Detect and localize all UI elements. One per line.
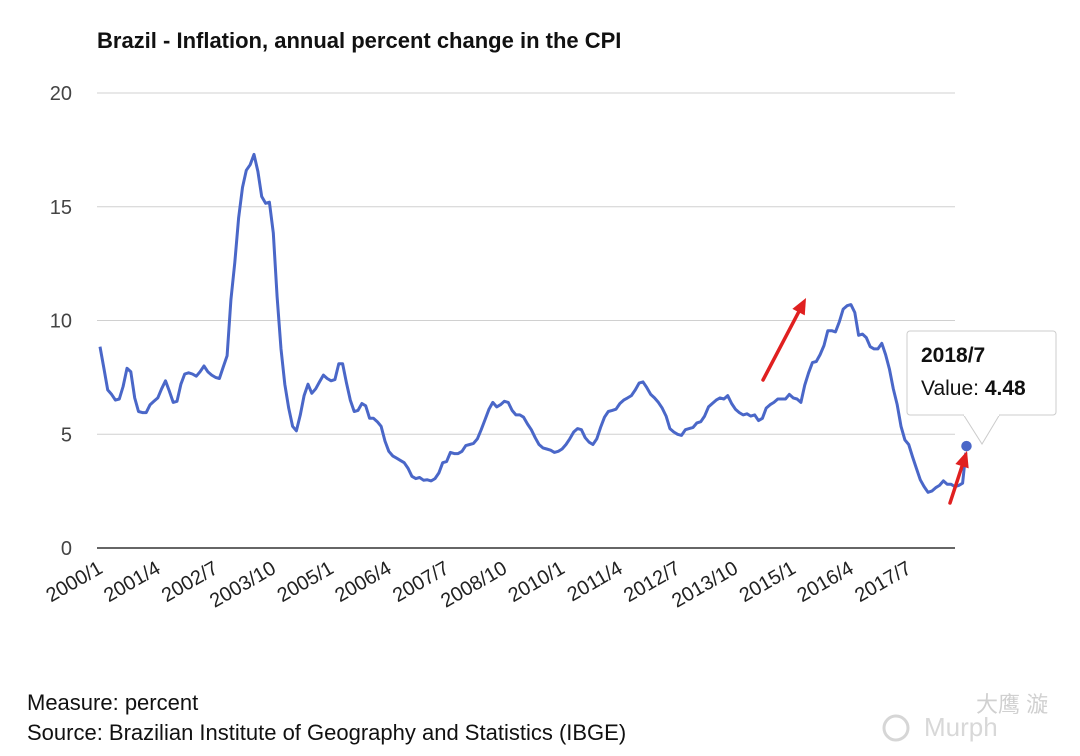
x-tick-label: 2015/1 (736, 557, 800, 607)
watermark-chars: 大鹰 漩 (976, 692, 1048, 717)
series-layer (98, 152, 974, 494)
red-arrow-2018 (948, 451, 969, 505)
series-line (98, 152, 968, 494)
chart-footer: Measure: percent Source: Brazilian Insti… (27, 688, 626, 748)
tooltip: 2018/7 Value: 4.48 (906, 330, 1057, 445)
measure-note: Measure: percent (27, 690, 199, 715)
watermark: Murph 大鹰 漩 (882, 692, 1048, 742)
x-tick-label: 2017/7 (851, 557, 915, 607)
x-tick-label: 2005/1 (274, 557, 338, 607)
highlighted-point[interactable] (959, 439, 974, 453)
x-tick-label: 2016/4 (793, 557, 857, 607)
chart-title: Brazil - Inflation, annual percent chang… (97, 28, 622, 53)
x-tick-label: 2013/10 (668, 557, 742, 612)
x-tick-label: 2011/4 (564, 557, 627, 606)
x-tick-label: 2006/4 (331, 557, 395, 607)
y-tick-label: 5 (61, 424, 72, 446)
tooltip-pointer (962, 413, 1001, 445)
y-axis-ticks: 0 5 10 15 20 (50, 83, 72, 560)
grid-lines (97, 92, 955, 549)
watermark-text: Murph (924, 712, 998, 742)
x-tick-label: 2000/1 (43, 557, 107, 607)
tooltip-date: 2018/7 (921, 344, 985, 367)
tooltip-value: 4.48 (985, 377, 1026, 400)
x-tick-label: 2010/1 (505, 557, 569, 607)
x-axis-ticks: 2000/12001/42002/72003/102005/12006/4200… (43, 557, 916, 612)
x-tick-label: 2003/10 (206, 557, 280, 612)
tooltip-value-label: Value: (921, 377, 979, 400)
red-arrow-2015 (761, 298, 806, 382)
y-tick-label: 15 (50, 197, 72, 219)
tooltip-value-line: Value: 4.48 (921, 377, 1026, 400)
y-tick-label: 0 (61, 538, 72, 560)
x-tick-label: 2008/10 (437, 557, 511, 612)
annotation-layer (761, 298, 969, 505)
source-note: Source: Brazilian Institute of Geography… (27, 720, 627, 745)
y-tick-label: 20 (50, 83, 72, 105)
y-tick-label: 10 (50, 311, 72, 333)
weibo-eye-icon (882, 714, 910, 742)
x-tick-label: 2001/4 (100, 557, 164, 607)
